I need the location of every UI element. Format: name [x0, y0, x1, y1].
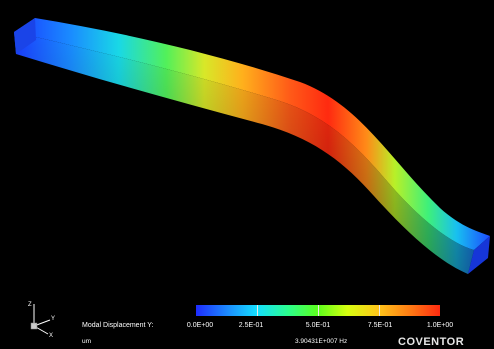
colorbar-divider [318, 305, 319, 316]
colorbar-tick-label: 7.5E-01 [367, 322, 393, 329]
colorbar-tick-label: 0.0E+00 [186, 322, 214, 329]
brand-logo: COVENTOR [398, 336, 465, 348]
colorbar-divider [379, 305, 380, 316]
axis-triad: Z Y X [22, 298, 62, 339]
axis-z-label: Z [28, 302, 32, 308]
axis-y-label: Y [51, 316, 55, 322]
axis-x-label: X [49, 333, 53, 338]
legend-title: Modal Displacement Y: [82, 322, 154, 329]
beam-top-face [14, 18, 490, 250]
colorbar-tick-label: 5.0E-01 [305, 322, 331, 329]
color-scale-bar [196, 305, 440, 316]
units-label: um [82, 338, 92, 345]
beam-end-face [468, 236, 490, 274]
colorbar-tick-label: 2.5E-01 [238, 322, 264, 329]
colorbar-divider [257, 305, 258, 316]
frequency-readout: 3.90431E+007 Hz [295, 338, 348, 345]
beam-anchor-face [14, 18, 36, 54]
colorbar-tick-label: 1.0E+00 [426, 322, 454, 329]
